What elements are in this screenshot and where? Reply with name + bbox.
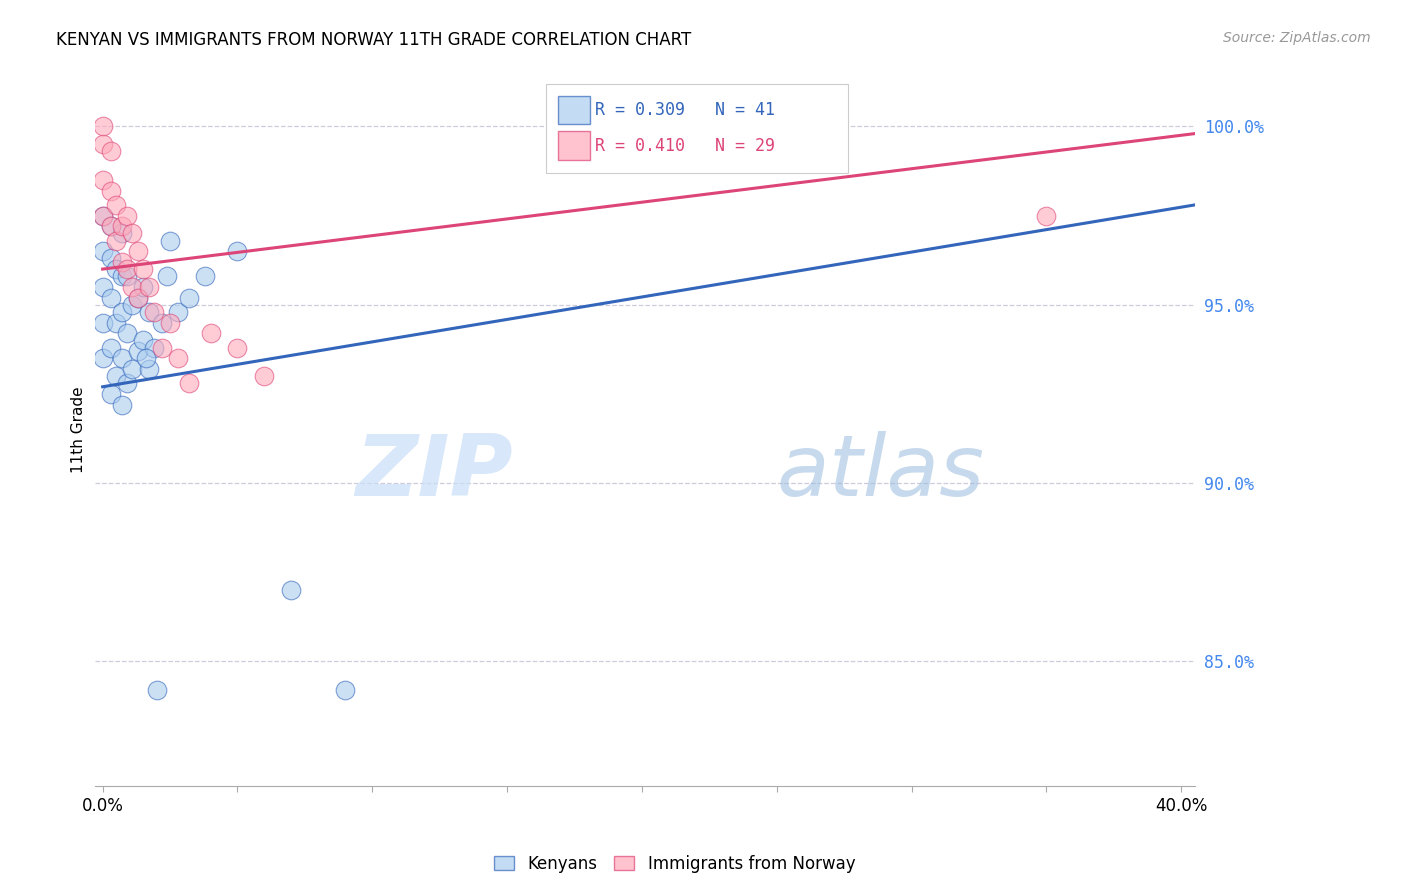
Point [115,269,138,284]
Text: Source: ZipAtlas.com: Source: ZipAtlas.com [1223,31,1371,45]
Point [91,351,114,366]
Point [105,369,128,384]
Point [91,244,114,259]
Point [138,305,160,319]
Point [150,316,173,330]
Point [194,269,217,284]
Legend: Kenyans, Immigrants from Norway: Kenyans, Immigrants from Norway [488,848,862,880]
Point [142,341,165,355]
Point [105,316,128,330]
Point [127,344,149,359]
Point [100,341,122,355]
Point [110,219,132,234]
Point [1035,209,1057,223]
Point [121,362,143,376]
Point [135,351,157,366]
Point [110,398,132,412]
FancyBboxPatch shape [558,131,589,160]
Point [110,305,132,319]
Point [226,244,249,259]
Point [100,219,122,234]
Point [159,316,181,330]
Text: ZIP: ZIP [354,431,513,514]
Point [105,234,128,248]
Point [200,326,222,341]
Point [115,209,138,223]
Point [105,198,128,212]
Point [100,184,122,198]
Point [820,120,842,134]
Point [226,341,249,355]
Point [253,369,276,384]
Point [177,376,200,391]
Point [121,227,143,241]
FancyBboxPatch shape [558,95,589,124]
Text: R = 0.309   N = 41: R = 0.309 N = 41 [595,101,775,119]
Point [91,173,114,187]
Point [100,291,122,305]
Point [100,145,122,159]
Point [110,255,132,269]
Point [138,362,160,376]
Point [159,234,181,248]
Point [91,316,114,330]
Point [100,219,122,234]
Point [121,298,143,312]
Y-axis label: 11th Grade: 11th Grade [72,386,86,473]
Point [105,262,128,277]
Text: R = 0.410   N = 29: R = 0.410 N = 29 [595,136,775,154]
Point [115,262,138,277]
Point [127,291,149,305]
Text: KENYAN VS IMMIGRANTS FROM NORWAY 11TH GRADE CORRELATION CHART: KENYAN VS IMMIGRANTS FROM NORWAY 11TH GR… [56,31,692,49]
Point [142,305,165,319]
Point [100,387,122,401]
Point [121,280,143,294]
Point [100,252,122,266]
Point [132,334,155,348]
Point [177,291,200,305]
Point [132,262,155,277]
Point [110,227,132,241]
Point [115,326,138,341]
Point [127,291,149,305]
Point [91,120,114,134]
Point [167,351,190,366]
Point [132,280,155,294]
Point [150,341,173,355]
Point [127,244,149,259]
Text: atlas: atlas [776,431,984,514]
Point [280,582,302,597]
Point [91,209,114,223]
Point [138,280,160,294]
Point [110,269,132,284]
Point [91,209,114,223]
Point [167,305,190,319]
Point [145,682,167,697]
Point [335,682,357,697]
FancyBboxPatch shape [546,84,848,173]
Point [110,351,132,366]
Point [156,269,179,284]
Point [115,376,138,391]
Point [91,280,114,294]
Point [91,137,114,152]
